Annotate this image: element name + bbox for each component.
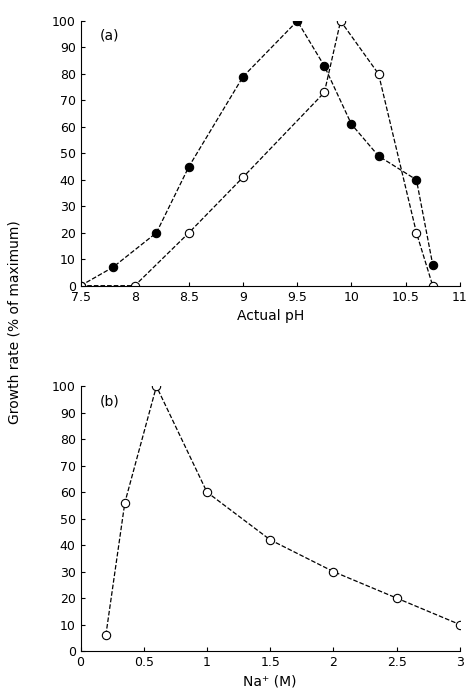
Text: Growth rate (% of maximum): Growth rate (% of maximum) — [7, 220, 21, 424]
X-axis label: Actual pH: Actual pH — [237, 309, 304, 323]
Text: (a): (a) — [100, 29, 119, 43]
X-axis label: Na⁺ (M): Na⁺ (M) — [244, 674, 297, 688]
Text: (b): (b) — [100, 394, 119, 408]
